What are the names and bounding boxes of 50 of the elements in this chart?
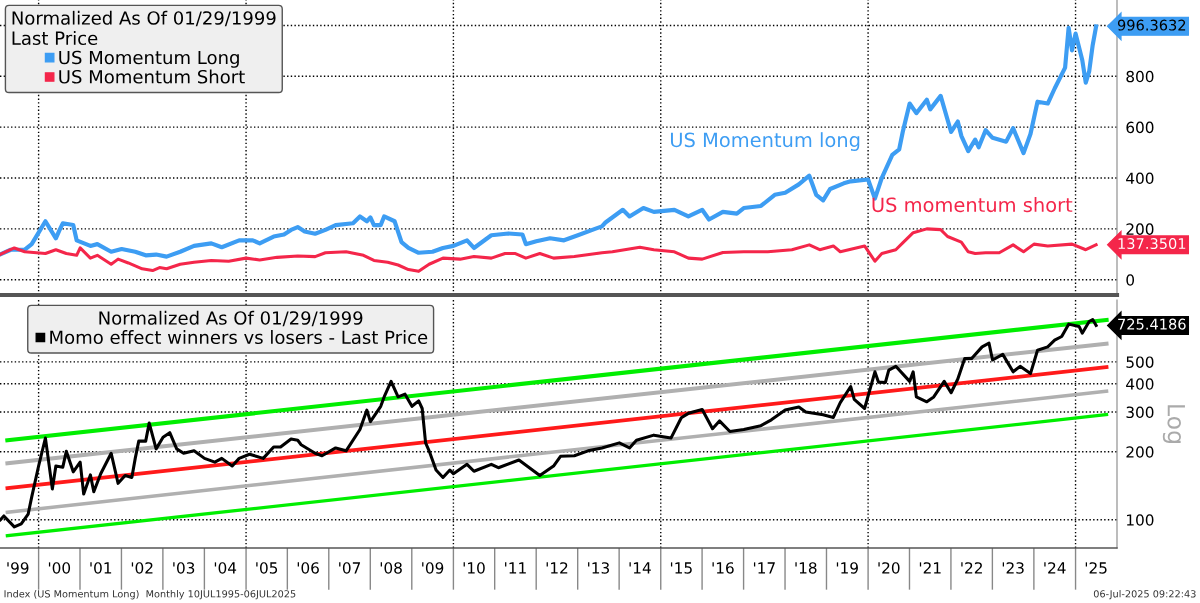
x-tick-label: '24 (1044, 562, 1066, 574)
text: Index (US Momentum Long) Monthly 10JUL1995-06JUL2025 (4, 589, 296, 600)
x-tick-label: '21 (919, 562, 941, 574)
y-tick-label: 300 (1126, 406, 1154, 419)
y-tick-label: 200 (1126, 446, 1154, 458)
legend-label: US Momentum Short (59, 69, 245, 84)
annotation: US momentum short (872, 197, 1073, 213)
x-tick-label: '23 (1002, 562, 1024, 574)
x-tick-label: '09 (422, 562, 444, 574)
x-tick-label: '13 (588, 562, 610, 574)
annotation: US Momentum long (670, 132, 860, 152)
y-axis-title: Log (1162, 405, 1185, 443)
x-tick-label: '08 (380, 562, 402, 574)
annotation: 996.3632 (1117, 19, 1186, 31)
annotation: 725.4186 (1118, 318, 1186, 330)
y-tick-label: 500 (1126, 356, 1154, 368)
x-tick-label: '25 (1085, 562, 1107, 574)
y-tick-label: 100 (1127, 514, 1154, 526)
y-tick-label: 0 (1126, 274, 1135, 286)
y-tick-label: 600 (1126, 121, 1154, 134)
legend-title: Normalized As Of 01/29/1999 (99, 310, 363, 327)
x-tick-label: '06 (297, 562, 319, 574)
text: 06-Jul-2025 09:22:43 (1093, 589, 1196, 600)
x-tick-label: '04 (214, 562, 237, 574)
annotation: 137.3501 (1118, 238, 1186, 250)
legend-label: US Momentum Long (59, 50, 239, 68)
legend-title: Normalized As Of 01/29/1999 Last Price (12, 10, 276, 46)
x-tick-label: '12 (546, 562, 568, 574)
y-tick-label: 800 (1126, 70, 1154, 83)
x-tick-label: '15 (670, 562, 692, 574)
x-tick-label: '18 (795, 562, 817, 574)
x-tick-label: '14 (629, 562, 651, 574)
x-tick-label: '05 (256, 562, 278, 574)
x-tick-label: '20 (878, 562, 900, 574)
x-tick-label: '22 (961, 562, 982, 574)
x-tick-label: '11 (505, 562, 526, 574)
x-tick-label: '10 (463, 562, 485, 574)
x-tick-label: '02 (131, 562, 153, 574)
x-tick-label: '17 (753, 562, 775, 574)
x-tick-label: '03 (173, 562, 195, 574)
x-tick-label: '99 (7, 562, 29, 574)
x-tick-label: '19 (836, 562, 858, 574)
x-tick-label: '16 (712, 562, 734, 574)
y-tick-label: 200 (1126, 223, 1154, 235)
x-tick-label: '00 (48, 562, 71, 574)
y-tick-label: 400 (1126, 172, 1154, 185)
x-tick-label: '07 (339, 562, 361, 574)
legend-label: Momo effect winners vs losers - Last Price (50, 330, 428, 345)
x-tick-label: '01 (90, 562, 112, 574)
y-tick-label: 400 (1126, 378, 1154, 390)
